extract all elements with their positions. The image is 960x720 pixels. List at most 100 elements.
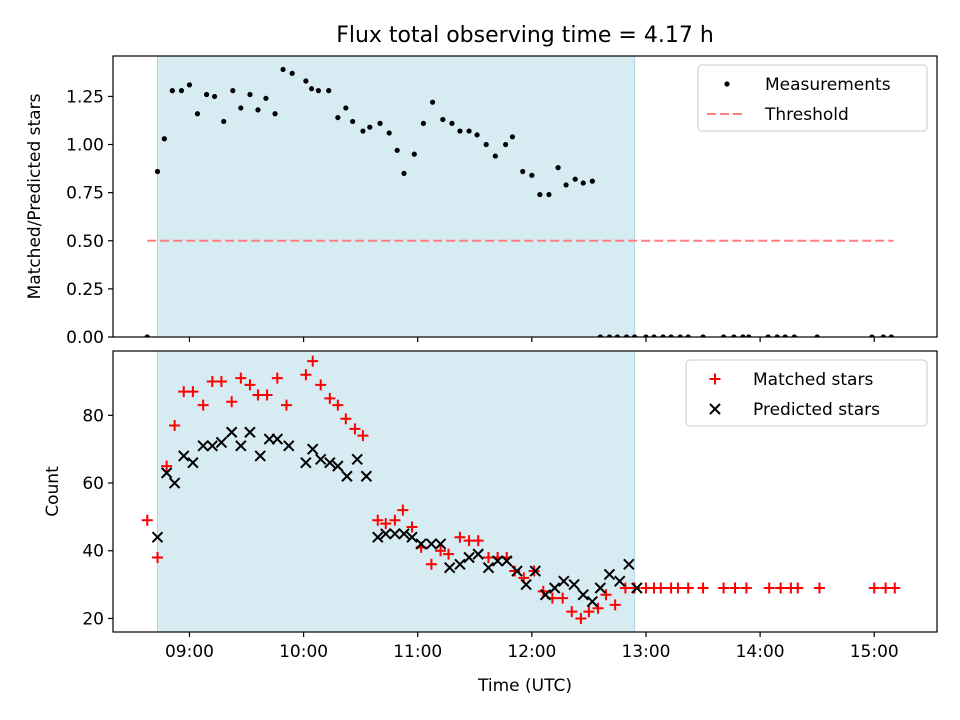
y-tick-label: 0.00 <box>66 328 104 348</box>
data-point-measurement <box>230 88 236 94</box>
data-point-matched <box>280 399 292 411</box>
data-point-predicted <box>425 538 438 550</box>
data-point-predicted <box>463 551 475 564</box>
data-point-predicted <box>406 531 418 543</box>
data-point-matched <box>775 582 787 594</box>
data-point-measurement <box>272 111 278 117</box>
data-point-matched <box>718 582 730 594</box>
data-point-measurement <box>814 334 820 337</box>
legend-box <box>697 64 928 132</box>
x-tick-label: 10:00 <box>279 642 328 662</box>
x-axis-label: Time (UTC) <box>477 676 572 696</box>
series-measurements <box>144 66 894 337</box>
data-point-matched <box>792 582 804 594</box>
data-point-matched <box>740 582 752 594</box>
data-point-predicted <box>568 578 580 591</box>
data-point-measurement <box>457 128 463 134</box>
data-point-predicted <box>594 582 607 594</box>
data-point-predicted <box>332 460 344 472</box>
data-point-matched <box>889 582 901 594</box>
data-point-measurement <box>774 334 780 337</box>
data-point-matched <box>454 531 466 543</box>
data-point-predicted <box>307 443 319 455</box>
y-tick-label: 1.00 <box>66 136 104 156</box>
data-point-predicted <box>415 538 427 550</box>
data-point-matched <box>868 582 880 594</box>
data-point-measurement <box>880 334 886 337</box>
data-point-measurement <box>474 132 480 138</box>
data-point-matched <box>300 369 312 381</box>
data-point-predicted <box>187 457 199 469</box>
data-point-measurement <box>606 334 613 337</box>
data-point-measurement <box>677 334 683 337</box>
data-point-measurement <box>563 182 569 188</box>
data-point-predicted <box>225 426 238 438</box>
legend: Measurements Threshold <box>697 64 928 132</box>
data-point-matched <box>600 589 612 601</box>
data-point-matched <box>443 548 455 560</box>
data-point-matched <box>435 545 447 557</box>
data-point-measurement <box>144 334 150 337</box>
y-tick-label: 60 <box>82 474 104 494</box>
data-point-matched <box>655 582 667 594</box>
data-point-measurement <box>466 128 472 134</box>
data-point-predicted <box>603 568 616 581</box>
data-point-matched <box>813 582 825 594</box>
data-point-predicted <box>623 558 635 570</box>
data-point-measurement <box>360 128 366 134</box>
data-point-measurement <box>194 111 201 117</box>
data-point-measurement <box>335 114 341 121</box>
x-tick-label: 09:00 <box>165 642 214 662</box>
y-tick-label: 0.25 <box>66 280 104 300</box>
data-point-matched <box>141 514 153 526</box>
data-point-matched <box>682 582 694 594</box>
data-point-matched <box>425 558 437 570</box>
data-point-predicted <box>548 582 561 594</box>
data-point-measurement <box>247 91 253 98</box>
data-point-predicted <box>380 528 392 540</box>
data-point-measurement <box>660 334 666 337</box>
data-point-measurement <box>765 334 771 337</box>
data-point-matched <box>169 419 181 431</box>
data-point-measurement <box>303 78 309 84</box>
data-point-matched <box>215 375 227 387</box>
data-point-measurement <box>326 88 332 94</box>
data-point-measurement <box>315 88 322 94</box>
x-tick-label: 11:00 <box>393 642 442 662</box>
observing-window-shade <box>157 56 636 337</box>
data-point-matched <box>729 582 741 594</box>
data-point-measurement <box>377 120 383 126</box>
data-point-measurement <box>169 88 175 94</box>
data-point-predicted <box>520 578 532 591</box>
data-point-matched <box>161 460 173 472</box>
data-point-predicted <box>283 440 295 452</box>
data-point-predicted <box>454 558 466 570</box>
data-point-predicted <box>271 433 284 445</box>
data-point-measurement <box>289 70 295 76</box>
data-point-measurement <box>394 147 400 153</box>
y-axis-label: Count <box>43 466 63 517</box>
data-point-measurement <box>888 334 894 337</box>
data-point-predicted <box>160 467 173 479</box>
data-point-matched <box>566 606 578 618</box>
data-point-matched <box>697 582 709 594</box>
legend-label: Predicted stars <box>753 400 880 420</box>
data-point-measurement <box>509 134 516 140</box>
data-point-measurement <box>221 118 227 125</box>
data-point-measurement <box>668 334 674 337</box>
data-point-measurement <box>791 334 797 337</box>
data-point-predicted <box>614 575 626 587</box>
data-point-measurement <box>520 168 526 175</box>
x-tick-label: 15:00 <box>850 642 899 662</box>
data-point-measurement <box>614 334 621 337</box>
data-point-predicted <box>215 436 228 449</box>
data-point-measurement <box>651 334 657 337</box>
plot-area <box>141 351 901 632</box>
data-point-measurement <box>401 170 407 177</box>
data-point-matched <box>226 396 238 408</box>
axes-frame <box>112 55 938 338</box>
data-point-matched <box>397 504 409 516</box>
data-point-predicted <box>529 565 541 577</box>
data-point-measurement <box>343 105 349 111</box>
